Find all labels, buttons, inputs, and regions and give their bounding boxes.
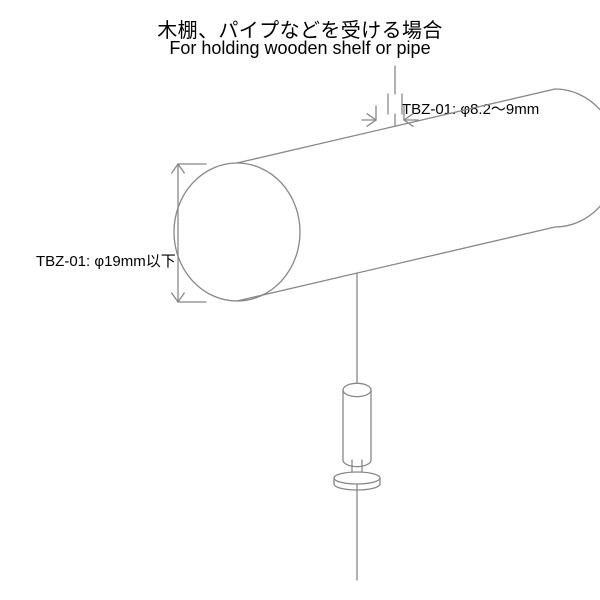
diagram-canvas: 木棚、パイプなどを受ける場合 For holding wooden shelf … [0,0,600,600]
technical-drawing [0,0,600,600]
